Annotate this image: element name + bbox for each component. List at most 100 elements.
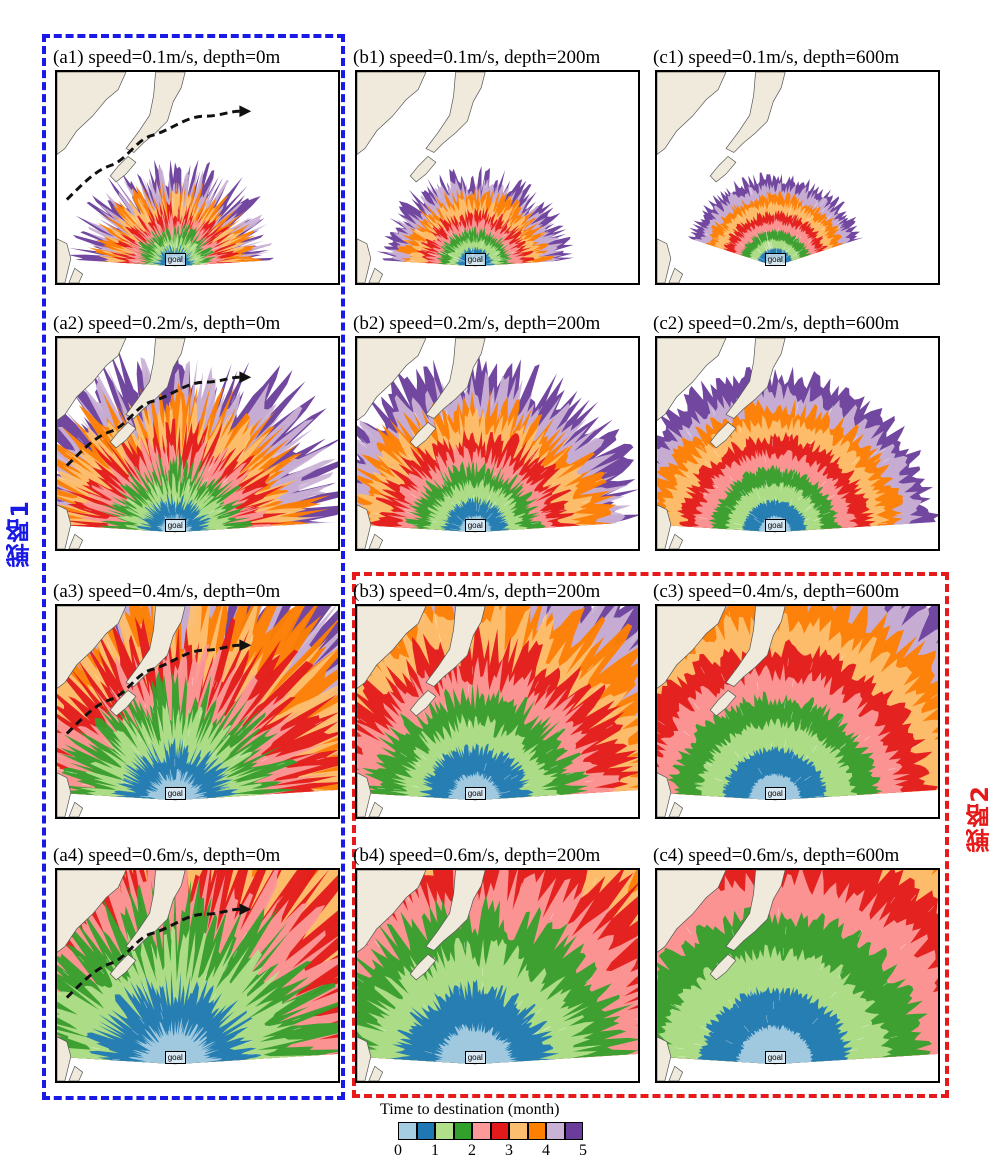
streak	[511, 427, 515, 435]
land-shape	[725, 606, 786, 687]
streak	[131, 745, 137, 752]
streak	[478, 230, 480, 238]
streak	[502, 791, 510, 794]
streak	[212, 256, 221, 259]
streak	[873, 457, 881, 463]
streak	[155, 755, 160, 763]
streak	[165, 701, 168, 710]
time-band-0	[434, 1022, 518, 1065]
goal-marker: goal	[164, 519, 186, 533]
streak	[214, 215, 221, 222]
streak	[686, 432, 693, 439]
streak	[142, 984, 147, 993]
land-shape	[409, 689, 437, 717]
streak	[94, 674, 100, 682]
streak	[423, 711, 428, 719]
panel-title-c2: (c2) speed=0.2m/s, depth=600m	[653, 313, 900, 334]
streak	[792, 234, 799, 242]
streak	[489, 215, 493, 223]
streak	[808, 721, 813, 730]
streak	[795, 236, 802, 243]
streak	[879, 448, 886, 454]
streak	[544, 684, 550, 692]
colorbar-cell	[435, 1122, 454, 1140]
streak	[514, 202, 520, 210]
streak	[784, 247, 791, 255]
panel-title-c3: (c3) speed=0.4m/s, depth=600m	[653, 581, 900, 602]
streak	[753, 518, 761, 523]
route-arrowhead	[239, 371, 252, 384]
streak	[813, 518, 821, 522]
streak	[538, 406, 543, 414]
streak	[557, 727, 565, 733]
streak	[439, 754, 446, 762]
land-shape	[357, 238, 372, 283]
streak	[532, 248, 540, 252]
streak	[701, 440, 708, 448]
panel-map-svg	[657, 338, 938, 549]
streak	[829, 405, 834, 413]
colorbar-tick-label: 0	[394, 1142, 402, 1159]
land-shape	[57, 772, 72, 817]
streak	[587, 709, 595, 715]
goal-marker: goal	[464, 519, 486, 533]
streak	[816, 246, 824, 251]
land-shape	[725, 338, 786, 419]
streak	[117, 256, 126, 259]
streak	[604, 714, 612, 719]
land-shape	[409, 155, 437, 183]
land-mass	[57, 606, 186, 817]
streak	[815, 795, 824, 797]
streak	[494, 186, 497, 195]
strategy2-frame	[352, 572, 949, 1098]
streak	[757, 256, 765, 261]
streak	[803, 755, 809, 762]
streak	[882, 981, 890, 987]
streak	[784, 700, 786, 709]
land-shape	[125, 606, 186, 687]
streak	[705, 762, 713, 767]
streak	[205, 195, 210, 203]
streak	[928, 906, 935, 913]
streak	[244, 258, 252, 261]
streak	[65, 770, 74, 774]
time-band-fan	[57, 870, 338, 1065]
streak	[729, 476, 735, 483]
streak	[202, 251, 211, 256]
streak	[109, 690, 115, 698]
streak	[788, 433, 791, 441]
streak	[791, 215, 796, 224]
streak	[493, 206, 497, 215]
panel-map-svg	[57, 870, 338, 1081]
streak	[685, 428, 691, 435]
panel-map-c4: goal	[655, 868, 940, 1083]
land-shape	[68, 801, 84, 817]
streak	[410, 679, 415, 687]
streak	[443, 480, 448, 488]
streak	[890, 896, 896, 904]
streak	[559, 508, 568, 512]
streak	[451, 501, 457, 509]
streak	[214, 681, 218, 690]
streak	[421, 755, 428, 761]
streak	[503, 774, 511, 780]
streak	[377, 787, 386, 790]
streak	[181, 201, 184, 210]
land-shape	[357, 606, 427, 689]
land-shape	[368, 267, 384, 283]
streak	[128, 499, 135, 505]
streak	[224, 964, 229, 972]
streak	[788, 208, 791, 217]
streak	[564, 445, 571, 452]
streak	[770, 241, 773, 249]
land-shape	[357, 504, 372, 549]
streak	[725, 712, 730, 720]
time-band-1	[741, 498, 809, 533]
colorbar-cell	[472, 1122, 491, 1140]
land-shape	[657, 606, 727, 689]
time-band-1	[110, 737, 240, 801]
streak	[486, 505, 491, 513]
streak	[468, 748, 470, 756]
streak	[682, 472, 690, 478]
streak	[810, 662, 813, 670]
